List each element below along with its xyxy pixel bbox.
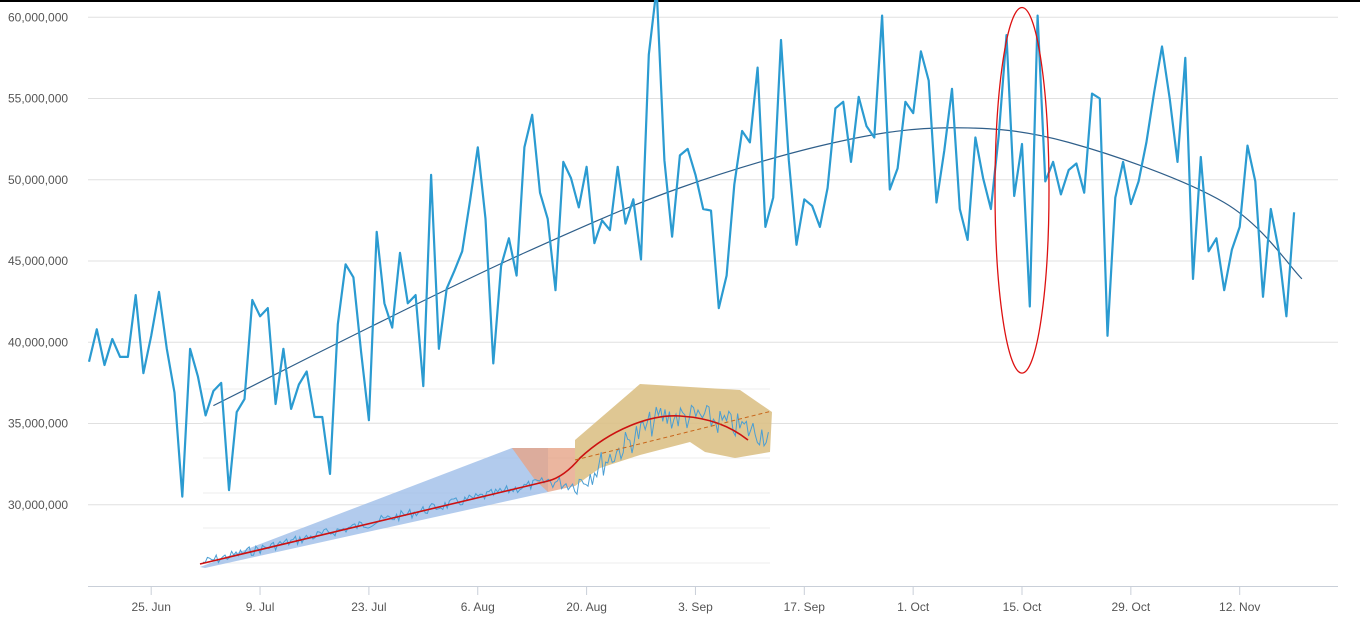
y-tick-label: 55,000,000: [8, 92, 68, 106]
x-tick-label: 6. Aug: [461, 600, 495, 614]
x-tick-label: 17. Sep: [784, 600, 826, 614]
grid-lines: [88, 16, 1338, 506]
x-axis: 25. Jun 9. Jul 23. Jul 6. Aug 20. Aug 3. Sep 1…: [88, 586, 1338, 614]
y-tick-label: 30,000,000: [8, 498, 68, 512]
x-tick-label: 1. Oct: [897, 600, 930, 614]
x-tick-label: 3. Sep: [678, 600, 713, 614]
inset-band-blue: [200, 448, 548, 568]
annotations: [994, 6, 1050, 374]
y-tick-label: 40,000,000: [8, 335, 68, 349]
inset-forecast-line: [574, 410, 773, 461]
x-tick-label: 12. Nov: [1219, 600, 1260, 614]
x-tick-label: 29. Oct: [1112, 600, 1151, 614]
y-tick-label: 60,000,000: [8, 10, 68, 24]
trend-curve: [213, 127, 1303, 407]
y-tick-label: 35,000,000: [8, 417, 68, 431]
x-tick-label: 23. Jul: [351, 600, 386, 614]
x-tick-label: 15. Oct: [1003, 600, 1042, 614]
x-tick-label: 25. Jun: [132, 600, 171, 614]
y-tick-label: 45,000,000: [8, 254, 68, 268]
x-tick-label: 9. Jul: [246, 600, 275, 614]
trend-line: [213, 127, 1303, 407]
series-line: [87, 0, 1296, 498]
y-axis: 30,000,000 35,000,000 40,000,000 45,000,000…: [8, 10, 68, 512]
top-border: [0, 0, 1360, 2]
highlight-ellipse: [994, 6, 1050, 374]
inset-band-orange: [512, 448, 575, 492]
inset-decomposition-chart: [199, 384, 773, 568]
x-tick-label: 20. Aug: [566, 600, 607, 614]
y-tick-label: 50,000,000: [8, 173, 68, 187]
main-series: [87, 0, 1296, 498]
inset-trend-line: [199, 415, 749, 565]
